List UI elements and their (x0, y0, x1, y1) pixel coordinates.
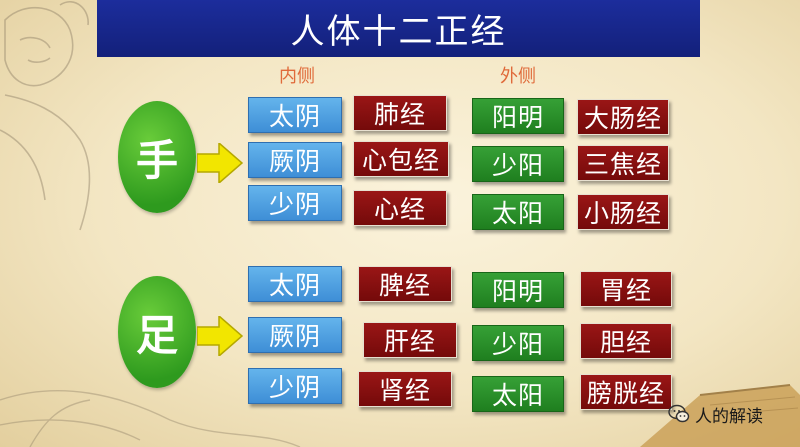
foot-arrow-icon (197, 316, 243, 356)
watermark: 人的解读 (668, 401, 763, 427)
hand-meridian-lung: 肺经 (353, 95, 447, 131)
hand-arrow-icon (197, 143, 243, 183)
hand-channel-jueyin: 厥阴 (248, 142, 342, 178)
hand-channel-shaoyang: 少阳 (472, 146, 564, 182)
hand-meridian-large-intestine: 大肠经 (577, 99, 669, 135)
foot-channel-jueyin: 厥阴 (248, 317, 342, 353)
foot-channel-shaoyang: 少阳 (472, 325, 564, 361)
foot-group-circle: 足 (118, 276, 196, 388)
hand-meridian-sanjiao: 三焦经 (577, 145, 669, 181)
hand-channel-yangming: 阳明 (472, 98, 564, 134)
foot-channel-shaoyin: 少阴 (248, 368, 342, 404)
hand-meridian-pericardium: 心包经 (353, 141, 449, 177)
hand-meridian-small-intestine: 小肠经 (577, 194, 669, 230)
foot-channel-taiyin: 太阴 (248, 266, 342, 302)
ink-figure-sketch (0, 1, 91, 231)
scroll-decoration (640, 384, 800, 447)
hand-group-circle: 手 (118, 101, 196, 213)
foot-meridian-kidney: 肾经 (358, 371, 452, 407)
foot-meridian-spleen: 脾经 (358, 266, 452, 302)
foot-meridian-stomach: 胃经 (580, 271, 672, 307)
landscape-sketch (0, 390, 301, 447)
foot-meridian-gallbladder: 胆经 (580, 323, 672, 359)
hand-channel-shaoyin: 少阴 (248, 185, 342, 221)
inner-side-label: 内侧 (279, 66, 315, 87)
hand-meridian-heart: 心经 (353, 190, 447, 226)
foot-channel-taiyang: 太阳 (472, 376, 564, 412)
foot-meridian-bladder: 膀胱经 (580, 374, 672, 410)
hand-channel-taiyang: 太阳 (472, 194, 564, 230)
watermark-text: 人的解读 (695, 406, 763, 427)
page-title: 人体十二正经 (97, 0, 700, 57)
wechat-icon (668, 404, 690, 423)
outer-side-label: 外侧 (500, 66, 536, 87)
hand-channel-taiyin: 太阴 (248, 97, 342, 133)
foot-meridian-liver: 肝经 (363, 322, 457, 358)
foot-channel-yangming: 阳明 (472, 272, 564, 308)
